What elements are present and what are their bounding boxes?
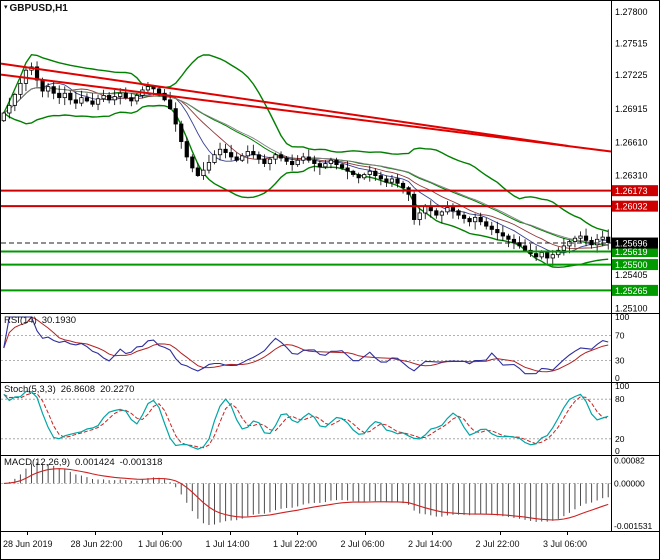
stoch-tick: 100 [615, 383, 629, 391]
stochastic-canvas[interactable]: 100 80 20 0 [1, 383, 659, 456]
price-box-label: 1.26173 [615, 186, 648, 196]
macd-canvas[interactable]: 0.00082 0.00000 -0.001531 [1, 456, 659, 532]
time-label: 28 Jun 2019 [3, 539, 53, 549]
chevron-down-icon: ▾ [4, 4, 8, 11]
price-tick: 1.25405 [615, 270, 648, 280]
main-chart-canvas[interactable]: 1.27800 1.27515 1.27225 1.26915 1.26610 1.263… [1, 1, 659, 314]
stoch-value-d: 20.2270 [100, 384, 135, 395]
macd-panel[interactable]: 0.00082 0.00000 -0.001531 MACD(12,26,9) 0.0… [1, 456, 659, 532]
rsi-canvas[interactable]: 100 70 30 0 [1, 314, 659, 383]
price-box-label: 1.26032 [615, 202, 648, 212]
time-axis[interactable]: 28 Jun 2019 28 Jun 22:00 1 Jul 06:00 1 Jul … [1, 532, 659, 559]
rsi-tick: 100 [615, 314, 629, 322]
stoch-tick: 20 [615, 434, 625, 444]
price-tick: 1.27800 [615, 7, 648, 17]
stochastic-panel[interactable]: 100 80 20 0 Stoch(5,3,3) 26.8608 20.2270 [1, 383, 659, 456]
price-tick: 1.26915 [615, 104, 648, 114]
main-chart-panel[interactable]: 1.27800 1.27515 1.27225 1.26915 1.26610 1.263… [1, 1, 659, 314]
time-tick [229, 532, 231, 535]
time-label: 1 Jul 14:00 [205, 539, 250, 549]
price-tick: 1.27515 [615, 38, 648, 48]
rsi-label: RSI(14) 30.1930 [4, 315, 81, 326]
price-box-label: 1.25265 [615, 286, 648, 296]
price-box-label: 1.25500 [615, 260, 648, 270]
time-tick [364, 532, 366, 535]
rsi-tick: 0 [615, 373, 620, 383]
rsi-tick: 30 [615, 355, 625, 365]
price-tick: 1.27225 [615, 70, 648, 80]
time-label: 28 Jun 22:00 [70, 539, 123, 549]
stoch-tick: 0 [615, 446, 620, 456]
price-box [612, 200, 658, 212]
rsi-value: 30.1930 [41, 315, 77, 326]
rsi-tick: 70 [615, 331, 625, 341]
price-tick: 1.26610 [615, 138, 648, 148]
macd-tick: 0.00082 [614, 456, 645, 466]
stoch-name: Stoch(5,3,3) [4, 384, 56, 395]
symbol-text: GBPUSD,H1 [9, 3, 68, 14]
time-label: 2 Jul 22:00 [475, 539, 520, 549]
macd-label: MACD(12,26,9) 0.001424 -0.001318 [4, 457, 167, 468]
rsi-panel[interactable]: 100 70 30 0 RSI(14) 30.1930 [1, 314, 659, 383]
stoch-tick: 80 [615, 394, 625, 404]
time-label: 1 Jul 06:00 [138, 539, 183, 549]
time-tick [567, 532, 568, 535]
macd-value-signal: -0.001318 [119, 457, 163, 468]
price-box [612, 259, 658, 271]
price-box [612, 246, 658, 258]
rsi-name: RSI(14) [4, 315, 37, 326]
time-tick [162, 532, 163, 535]
stochastic-label: Stoch(5,3,3) 26.8608 20.2270 [4, 384, 139, 395]
time-tick [27, 532, 28, 535]
time-tick [432, 532, 433, 535]
price-tick: 1.26310 [615, 171, 648, 181]
price-box-label: 1.25619 [615, 247, 648, 257]
stoch-value-k: 26.8608 [60, 384, 96, 395]
time-label: 3 Jul 06:00 [543, 539, 588, 549]
symbol-label[interactable]: ▾ GBPUSD,H1 [4, 3, 68, 14]
price-tick: 1.25100 [615, 304, 648, 314]
macd-name: MACD(12,26,9) [4, 457, 70, 468]
time-tick [94, 532, 96, 535]
macd-tick: 0.00000 [614, 478, 645, 488]
time-label: 2 Jul 14:00 [408, 539, 453, 549]
price-box [612, 185, 658, 197]
time-label: 2 Jul 06:00 [340, 539, 385, 549]
price-box-label: 1.25696 [615, 239, 648, 249]
macd-tick: -0.001531 [614, 521, 653, 531]
time-label: 1 Jul 22:00 [273, 539, 318, 549]
price-box [612, 284, 658, 296]
price-box [612, 237, 658, 249]
time-tick [499, 532, 501, 535]
time-tick [297, 532, 298, 535]
macd-value-main: 0.001424 [75, 457, 115, 468]
